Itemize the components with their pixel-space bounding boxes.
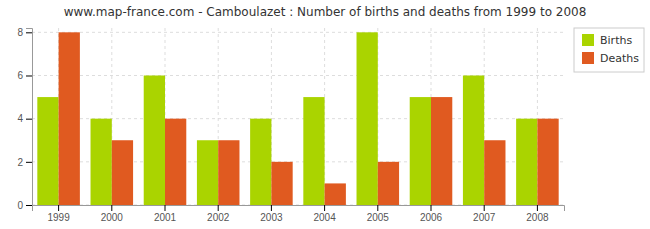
x-tick-mark [271, 205, 272, 211]
y-tick-label: 4 [17, 113, 23, 124]
bar [516, 119, 537, 205]
x-tick-label: 2000 [101, 212, 124, 223]
legend-label: Deaths [600, 52, 639, 65]
x-tick-label: 2007 [473, 212, 496, 223]
x-tick-mark [165, 205, 166, 211]
y-tick-mark [26, 205, 32, 206]
x-tick: 2002 [207, 205, 230, 223]
y-tick-label: 6 [17, 70, 23, 81]
legend-item: Deaths [582, 52, 639, 65]
x-axis-line [33, 206, 565, 212]
bar [431, 97, 452, 205]
legend-swatch [582, 52, 594, 64]
x-tick-mark [324, 205, 325, 211]
title: www.map-france.com - Camboulazet : Numbe… [64, 5, 587, 19]
x-tick: 2003 [260, 205, 283, 223]
bar [410, 97, 431, 205]
bar [250, 119, 271, 205]
x-tick-label: 2004 [313, 212, 336, 223]
x-tick: 1999 [47, 205, 70, 223]
bar [218, 140, 239, 205]
bar [378, 162, 399, 205]
y-axis: 0 2 4 6 8 [17, 27, 32, 211]
x-tick-mark [218, 205, 219, 211]
bar [271, 162, 292, 205]
x-tick: 2007 [473, 205, 496, 223]
legend-swatch [582, 34, 594, 46]
x-tick: 2004 [313, 205, 336, 223]
y-tick-mark [26, 119, 32, 120]
bar [37, 97, 58, 205]
y-axis-line [26, 29, 33, 206]
x-tick-mark [537, 205, 538, 211]
bar [59, 32, 80, 205]
x-tick: 2001 [154, 205, 177, 223]
x-tick-label: 2002 [207, 212, 230, 223]
bar [325, 183, 346, 205]
bar [144, 75, 165, 205]
y-tick-mark [26, 32, 32, 33]
y-tick: 6 [17, 70, 32, 81]
y-tick-label: 0 [17, 200, 23, 211]
x-tick-mark [111, 205, 112, 211]
legend-item: Births [582, 34, 632, 47]
y-tick: 4 [17, 113, 32, 124]
bar [165, 119, 186, 205]
bar [197, 140, 218, 205]
x-tick: 2008 [526, 205, 549, 223]
bar [112, 140, 133, 205]
chart: www.map-france.com - Camboulazet : Numbe… [0, 0, 650, 229]
x-tick-mark [58, 205, 59, 211]
y-tick-label: 8 [17, 27, 23, 38]
y-tick: 2 [17, 157, 32, 168]
bars [37, 32, 558, 205]
plot: 1999 2000 2001 2002 2003 2004 2005 2006 2007 2008… [17, 27, 564, 223]
legend-frame [574, 28, 644, 72]
x-tick-label: 2005 [367, 212, 390, 223]
bar [537, 119, 558, 205]
x-tick-mark [484, 205, 485, 211]
y-tick-label: 2 [17, 157, 23, 168]
grid [32, 28, 564, 205]
x-tick-label: 2008 [526, 212, 549, 223]
y-tick-mark [26, 162, 32, 163]
bar [303, 97, 324, 205]
bar [484, 140, 505, 205]
y-tick-mark [26, 75, 32, 76]
x-tick-label: 1999 [47, 212, 70, 223]
bar [463, 75, 484, 205]
legend: Births Deaths [574, 28, 644, 72]
x-tick-label: 2001 [154, 212, 177, 223]
y-grid-line [32, 32, 564, 33]
x-tick: 2005 [367, 205, 390, 223]
x-tick-label: 2003 [260, 212, 283, 223]
x-tick-mark [431, 205, 432, 211]
bar [357, 32, 378, 205]
x-tick-mark [377, 205, 378, 211]
legend-label: Births [600, 34, 632, 47]
x-tick: 2000 [101, 205, 124, 223]
y-tick: 8 [17, 27, 32, 38]
x-axis: 1999 2000 2001 2002 2003 2004 2005 2006 2007 2008 [33, 205, 565, 223]
x-tick-label: 2006 [420, 212, 443, 223]
bar [91, 119, 112, 205]
y-tick: 0 [17, 200, 32, 211]
x-tick: 2006 [420, 205, 443, 223]
